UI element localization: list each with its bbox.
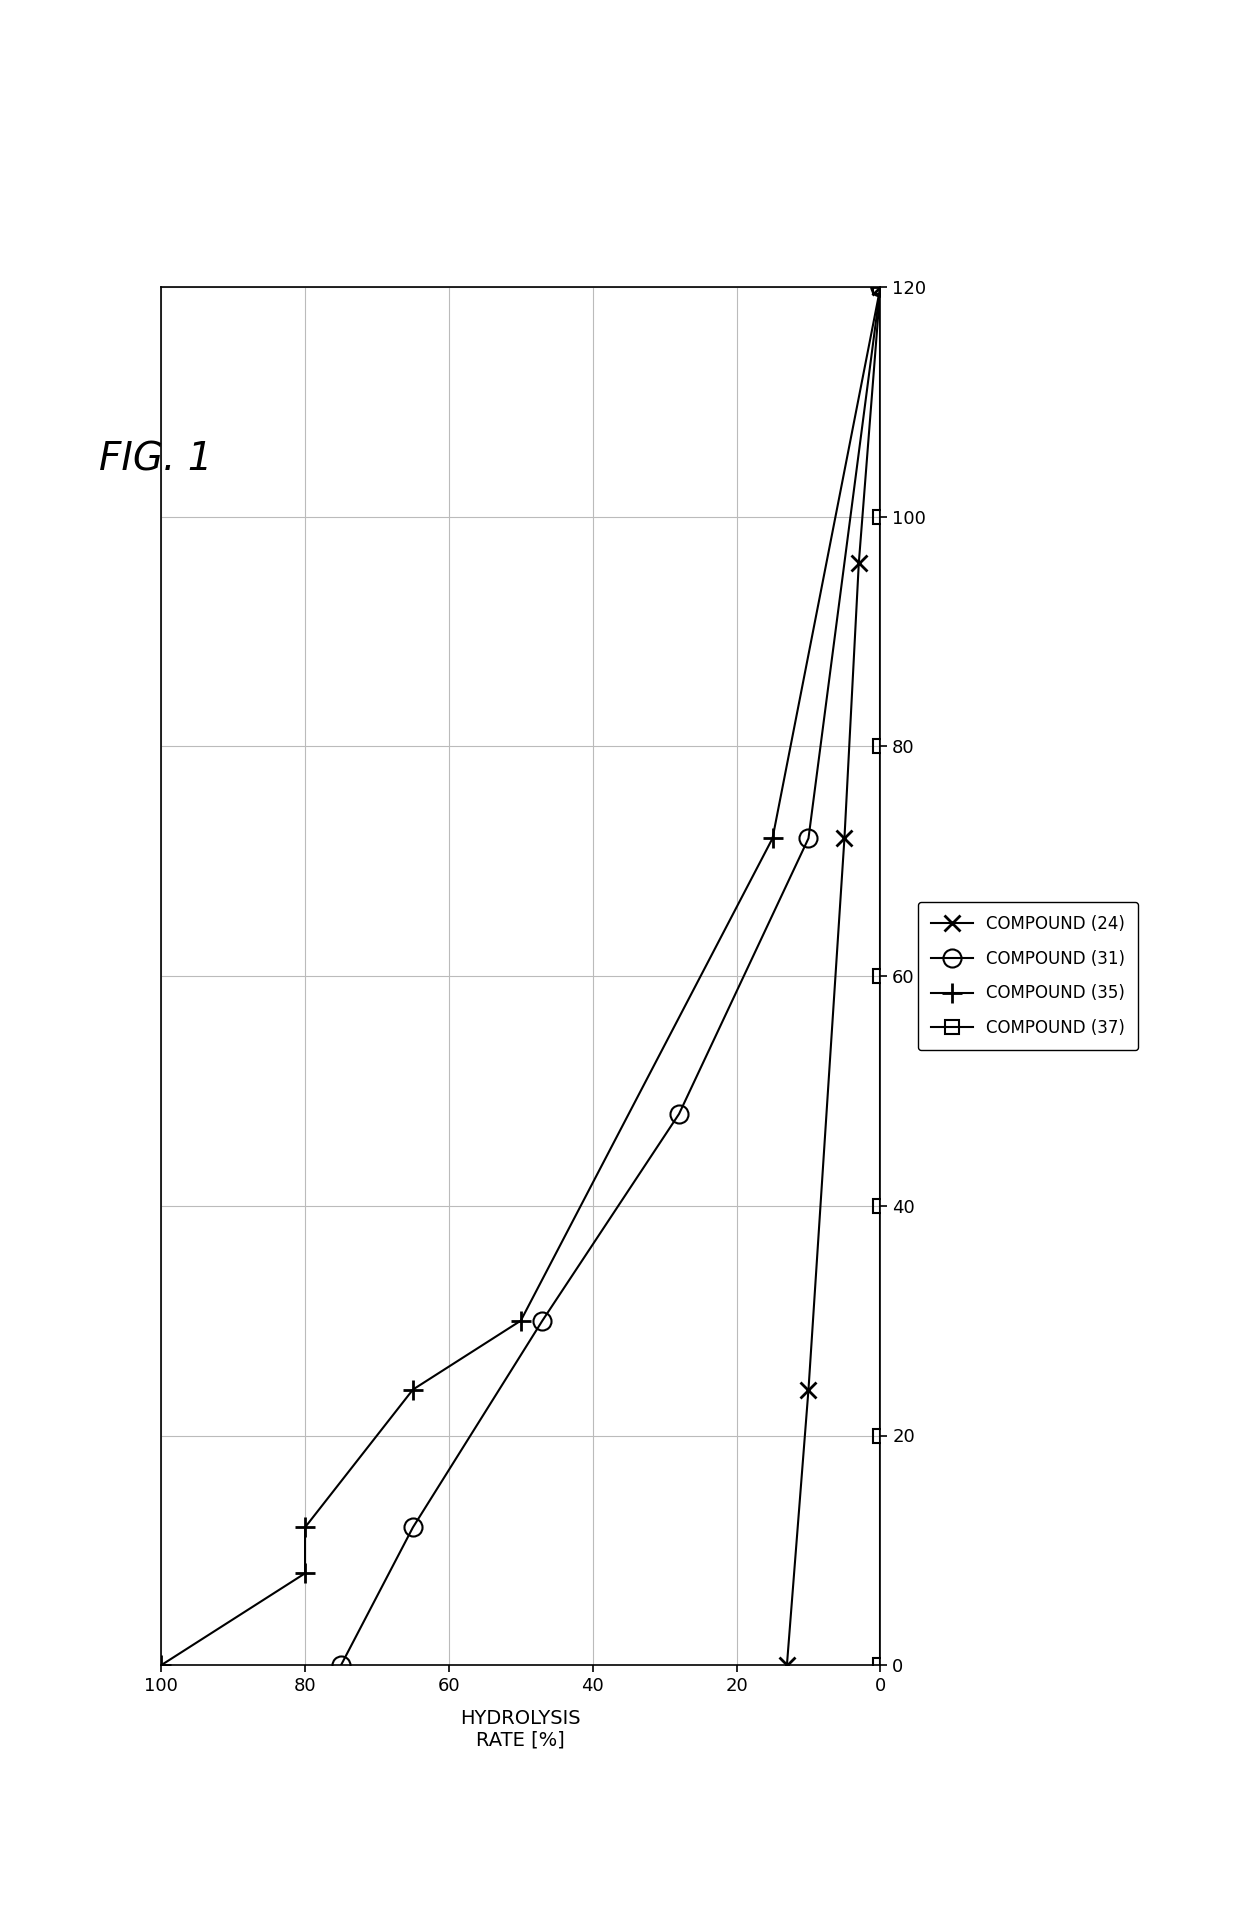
COMPOUND (24): [852, 551, 867, 574]
COMPOUND (31): [534, 1309, 549, 1332]
COMPOUND (35): [405, 1378, 420, 1401]
COMPOUND (37): [873, 965, 888, 988]
Legend: COMPOUND (24), COMPOUND (31), COMPOUND (35), COMPOUND (37): COMPOUND (24), COMPOUND (31), COMPOUND (…: [918, 901, 1138, 1051]
Line: COMPOUND (31): COMPOUND (31): [332, 278, 889, 1675]
COMPOUND (35): [873, 276, 888, 299]
COMPOUND (31): [405, 1516, 420, 1539]
COMPOUND (37): [873, 735, 888, 758]
COMPOUND (35): [298, 1562, 312, 1585]
Y-axis label: TIME [hr]: TIME [hr]: [940, 932, 960, 1020]
COMPOUND (37): [873, 505, 888, 528]
Text: FIG. 1: FIG. 1: [99, 440, 213, 478]
COMPOUND (24): [801, 1378, 816, 1401]
COMPOUND (31): [873, 276, 888, 299]
COMPOUND (37): [873, 1424, 888, 1447]
COMPOUND (37): [873, 1654, 888, 1677]
Line: COMPOUND (24): COMPOUND (24): [779, 279, 888, 1673]
COMPOUND (35): [154, 1654, 169, 1677]
COMPOUND (35): [765, 827, 780, 850]
COMPOUND (35): [298, 1516, 312, 1539]
COMPOUND (35): [513, 1309, 528, 1332]
COMPOUND (31): [672, 1102, 687, 1125]
COMPOUND (24): [780, 1654, 795, 1677]
COMPOUND (37): [873, 1194, 888, 1217]
COMPOUND (31): [334, 1654, 348, 1677]
COMPOUND (24): [873, 276, 888, 299]
COMPOUND (31): [801, 827, 816, 850]
COMPOUND (24): [837, 827, 852, 850]
Line: COMPOUND (35): COMPOUND (35): [151, 278, 890, 1675]
Line: COMPOUND (37): COMPOUND (37): [873, 279, 888, 1673]
COMPOUND (37): [873, 276, 888, 299]
X-axis label: HYDROLYSIS
RATE [%]: HYDROLYSIS RATE [%]: [460, 1709, 582, 1749]
